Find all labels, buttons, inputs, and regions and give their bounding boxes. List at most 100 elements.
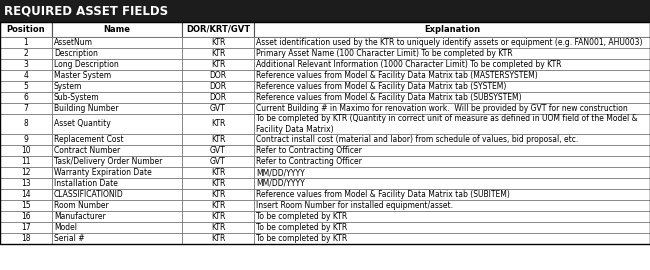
Bar bbox=[182, 222, 254, 233]
Text: CLASSIFICATIONID: CLASSIFICATIONID bbox=[54, 190, 124, 199]
Text: KTR: KTR bbox=[211, 49, 225, 58]
Bar bbox=[0, 156, 52, 167]
Bar bbox=[52, 103, 182, 114]
Text: 10: 10 bbox=[21, 146, 31, 155]
Bar bbox=[254, 200, 650, 211]
Text: 6: 6 bbox=[23, 93, 29, 102]
Text: Reference values from Model & Facility Data Matrix tab (MASTERSYSTEM): Reference values from Model & Facility D… bbox=[256, 71, 538, 80]
Text: GVT: GVT bbox=[210, 146, 226, 155]
Text: 9: 9 bbox=[23, 135, 29, 144]
Text: KTR: KTR bbox=[211, 60, 225, 69]
Bar bbox=[254, 233, 650, 244]
Text: Current Building # in Maximo for renovation work.  Will be provided by GVT for n: Current Building # in Maximo for renovat… bbox=[256, 104, 628, 113]
Text: 1: 1 bbox=[23, 38, 29, 47]
Text: KTR: KTR bbox=[211, 38, 225, 47]
Bar bbox=[182, 167, 254, 178]
Text: 15: 15 bbox=[21, 201, 31, 210]
Bar bbox=[254, 156, 650, 167]
Text: Installation Date: Installation Date bbox=[54, 179, 118, 188]
Bar bbox=[0, 211, 52, 222]
Bar bbox=[52, 222, 182, 233]
Text: Name: Name bbox=[103, 25, 131, 34]
Text: Task/Delivery Order Number: Task/Delivery Order Number bbox=[54, 157, 162, 166]
Bar bbox=[254, 103, 650, 114]
Bar bbox=[52, 92, 182, 103]
Bar bbox=[0, 178, 52, 189]
Text: Manufacturer: Manufacturer bbox=[54, 212, 106, 221]
Text: Contract Number: Contract Number bbox=[54, 146, 120, 155]
Text: Reference values from Model & Facility Data Matrix tab (SUBSYSTEM): Reference values from Model & Facility D… bbox=[256, 93, 521, 102]
Text: Reference values from Model & Facility Data Matrix tab (SUBITEM): Reference values from Model & Facility D… bbox=[256, 190, 510, 199]
Text: KTR: KTR bbox=[211, 190, 225, 199]
Bar bbox=[254, 48, 650, 59]
Bar bbox=[52, 189, 182, 200]
Text: Sub-System: Sub-System bbox=[54, 93, 99, 102]
Bar bbox=[254, 189, 650, 200]
Text: 16: 16 bbox=[21, 212, 31, 221]
Text: Reference values from Model & Facility Data Matrix tab (SYSTEM): Reference values from Model & Facility D… bbox=[256, 82, 506, 91]
Text: Primary Asset Name (100 Character Limit) To be completed by KTR: Primary Asset Name (100 Character Limit)… bbox=[256, 49, 513, 58]
Bar bbox=[0, 103, 52, 114]
Text: System: System bbox=[54, 82, 83, 91]
Text: Serial #: Serial # bbox=[54, 234, 84, 243]
Bar bbox=[182, 103, 254, 114]
Bar bbox=[254, 114, 650, 134]
Text: 14: 14 bbox=[21, 190, 31, 199]
Bar bbox=[254, 211, 650, 222]
Bar bbox=[0, 167, 52, 178]
Bar bbox=[182, 70, 254, 81]
Bar bbox=[0, 81, 52, 92]
Bar bbox=[254, 134, 650, 145]
Bar bbox=[182, 22, 254, 37]
Text: MM/DD/YYYY: MM/DD/YYYY bbox=[256, 179, 305, 188]
Bar bbox=[0, 22, 650, 244]
Bar bbox=[254, 178, 650, 189]
Text: To be completed by KTR: To be completed by KTR bbox=[256, 223, 347, 232]
Bar bbox=[0, 114, 52, 134]
Bar bbox=[182, 233, 254, 244]
Text: Explanation: Explanation bbox=[424, 25, 480, 34]
Bar bbox=[182, 92, 254, 103]
Bar bbox=[0, 189, 52, 200]
Bar bbox=[0, 200, 52, 211]
Text: REQUIRED ASSET FIELDS: REQUIRED ASSET FIELDS bbox=[4, 5, 168, 18]
Text: 7: 7 bbox=[23, 104, 29, 113]
Bar bbox=[52, 37, 182, 48]
Text: MM/DD/YYYY: MM/DD/YYYY bbox=[256, 168, 305, 177]
Bar bbox=[254, 70, 650, 81]
Bar bbox=[52, 145, 182, 156]
Text: Master System: Master System bbox=[54, 71, 111, 80]
Text: Long Description: Long Description bbox=[54, 60, 119, 69]
Bar bbox=[52, 134, 182, 145]
Bar bbox=[182, 200, 254, 211]
Text: 4: 4 bbox=[23, 71, 29, 80]
Bar bbox=[254, 22, 650, 37]
Text: AssetNum: AssetNum bbox=[54, 38, 93, 47]
Text: DOR: DOR bbox=[209, 71, 227, 80]
Text: DOR/KRT/GVT: DOR/KRT/GVT bbox=[186, 25, 250, 34]
Text: Model: Model bbox=[54, 223, 77, 232]
Text: To be completed by KTR: To be completed by KTR bbox=[256, 212, 347, 221]
Text: Refer to Contracting Officer: Refer to Contracting Officer bbox=[256, 146, 362, 155]
Bar bbox=[182, 211, 254, 222]
Bar bbox=[254, 167, 650, 178]
Bar bbox=[0, 48, 52, 59]
Text: 5: 5 bbox=[23, 82, 29, 91]
Bar bbox=[0, 70, 52, 81]
Bar bbox=[182, 178, 254, 189]
Text: 11: 11 bbox=[21, 157, 31, 166]
Text: DOR: DOR bbox=[209, 93, 227, 102]
Text: 17: 17 bbox=[21, 223, 31, 232]
Text: KTR: KTR bbox=[211, 135, 225, 144]
Bar bbox=[254, 59, 650, 70]
Bar bbox=[182, 189, 254, 200]
Text: Asset Quantity: Asset Quantity bbox=[54, 120, 110, 129]
Text: KTR: KTR bbox=[211, 120, 225, 129]
Text: 8: 8 bbox=[23, 120, 29, 129]
Bar bbox=[254, 222, 650, 233]
Text: DOR: DOR bbox=[209, 82, 227, 91]
Bar bbox=[254, 81, 650, 92]
Text: KTR: KTR bbox=[211, 212, 225, 221]
Text: Replacement Cost: Replacement Cost bbox=[54, 135, 124, 144]
Text: Warranty Expiration Date: Warranty Expiration Date bbox=[54, 168, 151, 177]
